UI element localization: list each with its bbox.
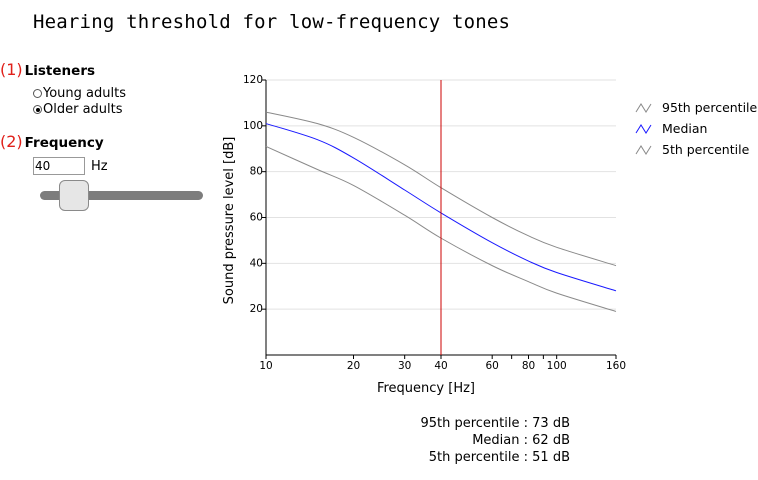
radio-older-adults[interactable]: Older adults bbox=[33, 102, 123, 117]
frequency-slider-track[interactable] bbox=[40, 191, 203, 200]
y-axis-label: Sound pressure level [dB] bbox=[222, 137, 237, 305]
y-tick-label-60: 60 bbox=[250, 212, 263, 224]
frequency-unit: Hz bbox=[91, 159, 108, 174]
y-tick-label-120: 120 bbox=[243, 74, 263, 86]
x-tick-label-20: 20 bbox=[347, 360, 360, 372]
listeners-step-number: (1) bbox=[0, 60, 23, 79]
radio-young-adults-indicator[interactable] bbox=[33, 89, 42, 98]
x-tick-label-100: 100 bbox=[547, 360, 567, 372]
legend-swatch-5th-percentile bbox=[635, 145, 652, 155]
x-tick-label-160: 160 bbox=[606, 360, 626, 372]
frequency-section-label: (2) Frequency bbox=[0, 132, 104, 151]
legend-label-95th-percentile: 95th percentile bbox=[662, 100, 758, 115]
y-tick-label-100: 100 bbox=[243, 120, 263, 132]
x-tick-label-60: 60 bbox=[485, 360, 498, 372]
listeners-section-label: (1) Listeners bbox=[0, 60, 95, 79]
y-tick-label-40: 40 bbox=[250, 257, 263, 269]
radio-older-adults-label[interactable]: Older adults bbox=[43, 102, 123, 117]
legend-label-5th-percentile: 5th percentile bbox=[662, 142, 750, 157]
x-tick-label-30: 30 bbox=[398, 360, 411, 372]
radio-young-adults-label[interactable]: Young adults bbox=[43, 86, 126, 101]
y-tick-label-80: 80 bbox=[250, 166, 263, 178]
x-tick-label-10: 10 bbox=[259, 360, 272, 372]
readout-median: Median : 62 dB bbox=[472, 433, 570, 448]
x-axis-label: Frequency [Hz] bbox=[377, 381, 475, 396]
page-title: Hearing threshold for low-frequency tone… bbox=[33, 11, 511, 33]
readout-95th: 95th percentile : 73 dB bbox=[420, 416, 570, 431]
frequency-slider-thumb[interactable] bbox=[59, 180, 89, 211]
legend-label-median: Median bbox=[662, 121, 707, 136]
frequency-input[interactable] bbox=[33, 157, 85, 175]
frequency-step-number: (2) bbox=[0, 132, 23, 151]
radio-older-adults-indicator[interactable] bbox=[33, 105, 42, 114]
legend-swatch-95th-percentile bbox=[635, 103, 652, 113]
x-tick-label-80: 80 bbox=[522, 360, 535, 372]
radio-young-adults[interactable]: Young adults bbox=[33, 86, 126, 101]
y-tick-label-20: 20 bbox=[250, 303, 263, 315]
listeners-label: Listeners bbox=[24, 63, 96, 79]
x-tick-label-40: 40 bbox=[434, 360, 447, 372]
readout-panel: 95th percentile : 73 dB Median : 62 dB 5… bbox=[380, 415, 570, 466]
readout-5th: 5th percentile : 51 dB bbox=[428, 450, 570, 465]
legend-swatch-median bbox=[635, 124, 652, 134]
frequency-label: Frequency bbox=[24, 135, 104, 151]
